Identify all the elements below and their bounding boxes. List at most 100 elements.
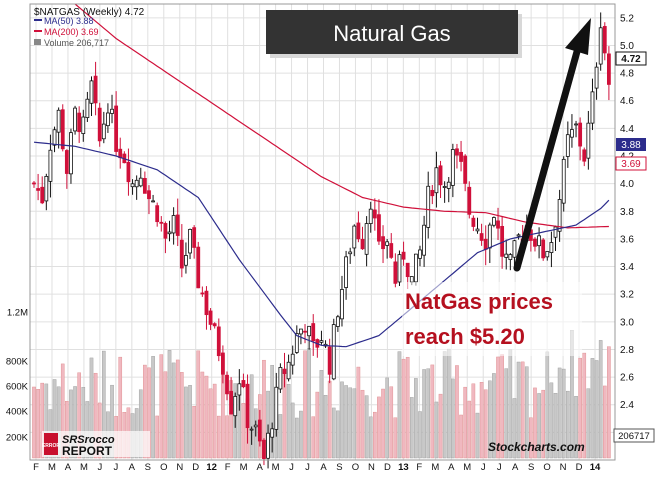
volume-bar [36,389,40,459]
candle-body [561,158,566,204]
volume-bar [344,385,348,459]
volume-bar [389,386,394,459]
candle-body [233,396,238,417]
ma200-line [74,3,609,229]
legend-ticker: $NATGAS (Weekly) 4.72 [34,7,145,18]
candle-body [606,53,611,85]
candle-body [545,251,550,258]
volume-bar [455,365,459,459]
candle-body [570,129,574,138]
candle-body [110,108,114,114]
price-tick-label: 2.8 [620,345,634,356]
volume-bar [85,401,90,459]
candle-body [32,182,36,185]
volume-bar [483,389,488,459]
time-tick-label: A [65,462,72,473]
candle-body [163,223,168,239]
volume-bar [364,395,369,459]
time-tick-label: A [320,462,327,473]
candle-body [151,200,155,203]
volume-bar [327,380,332,459]
volume-bar [422,369,426,459]
candle-body [442,186,447,188]
candle-body [274,386,279,430]
volume-bar [516,361,521,459]
candle-body [171,215,176,234]
volume-tick-label: 600K [6,382,29,393]
legend: $NATGAS (Weekly) 4.72 MA(50) 3.88 MA(200… [34,7,145,48]
volume-bar [102,350,106,459]
volume-bar [405,356,410,459]
time-tick-label: J [113,462,118,473]
candle-body [73,107,77,132]
ma200-value-label: 3.69 [621,159,641,170]
volume-bar [356,366,361,459]
candle-body [557,199,562,232]
candle-body [134,179,139,188]
volume-bar [590,358,595,459]
candle-body [356,222,361,240]
candle-body [208,310,213,325]
time-tick-label: F [416,462,422,473]
volume-bar [151,356,155,459]
candle-body [364,223,369,255]
candle-body [220,352,225,375]
candle-body [262,439,266,459]
volume-bar [77,372,81,459]
candle-body [155,205,160,223]
volume-bar [479,382,484,459]
volume-bar [143,364,147,459]
candle-body [426,185,431,228]
volume-bar [434,401,439,459]
candle-body [204,290,209,316]
volume-bar [352,388,357,459]
legend-volume: Volume 206,717 [44,38,109,48]
last-price-label: 4.72 [621,54,641,65]
volume-bar [488,380,492,459]
candle-body [36,188,41,191]
candle-body [401,251,406,260]
volume-bar [348,387,352,459]
volume-bar [574,396,578,459]
price-tick-label: 3.0 [620,317,634,328]
candle-body [249,428,254,431]
candle-body [434,167,439,194]
volume-bar [65,401,69,459]
volume-bar [430,364,435,459]
price-tick-label: 5.2 [620,13,634,24]
volume-bar [451,378,455,459]
candle-body [184,255,188,266]
candle-body [60,109,65,150]
candle-body [142,178,147,194]
volume-bar [418,411,422,459]
price-tick-label: 3.8 [620,207,634,218]
volume-bar [393,417,398,459]
candle-body [422,224,427,256]
candle-body [352,225,357,249]
time-tick-label: M [80,462,88,473]
volume-bar [303,350,307,459]
time-tick-label: 12 [206,462,217,473]
volume-bar [184,386,188,459]
volume-bar [89,357,94,459]
candle-body [48,149,53,182]
candle-body [77,112,82,133]
volume-bar [467,400,472,459]
time-tick-label: J [305,462,310,473]
volume-bar [163,371,168,459]
candle-body [307,325,312,337]
volume-bar [299,410,303,459]
volume-bar [582,352,587,459]
volume-bar [200,371,205,459]
volume-bar [118,356,123,459]
candle-body [413,253,418,283]
candle-body [340,289,344,320]
candle-body [377,214,381,242]
candle-body [368,208,373,224]
volume-bar [586,388,591,459]
candle-body [504,253,509,258]
volume-bar [212,383,217,459]
candle-body [327,346,332,375]
candle-body [245,383,250,429]
